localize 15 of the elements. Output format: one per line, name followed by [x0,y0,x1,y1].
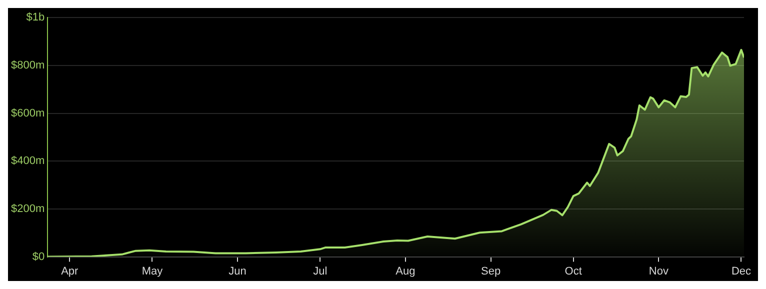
x-tick-label: Oct [564,265,582,278]
x-tick-label: Aug [396,265,416,278]
y-tick-label: $800m [10,59,45,72]
y-tick-label: $200m [10,202,45,215]
x-tick-label: Apr [61,265,79,278]
x-tick-label: Dec [731,265,752,278]
y-tick-label: $0 [32,250,45,263]
x-tick-label: Nov [648,265,669,278]
y-tick-label: $400m [10,155,45,168]
y-tick-label: $600m [10,107,45,120]
x-tick-label: May [142,265,164,278]
x-tick-label: Jun [228,265,246,278]
y-tick-label: $1b [26,12,45,24]
x-tick-label: Jul [313,265,328,278]
x-tick-label: Sep [480,265,501,278]
